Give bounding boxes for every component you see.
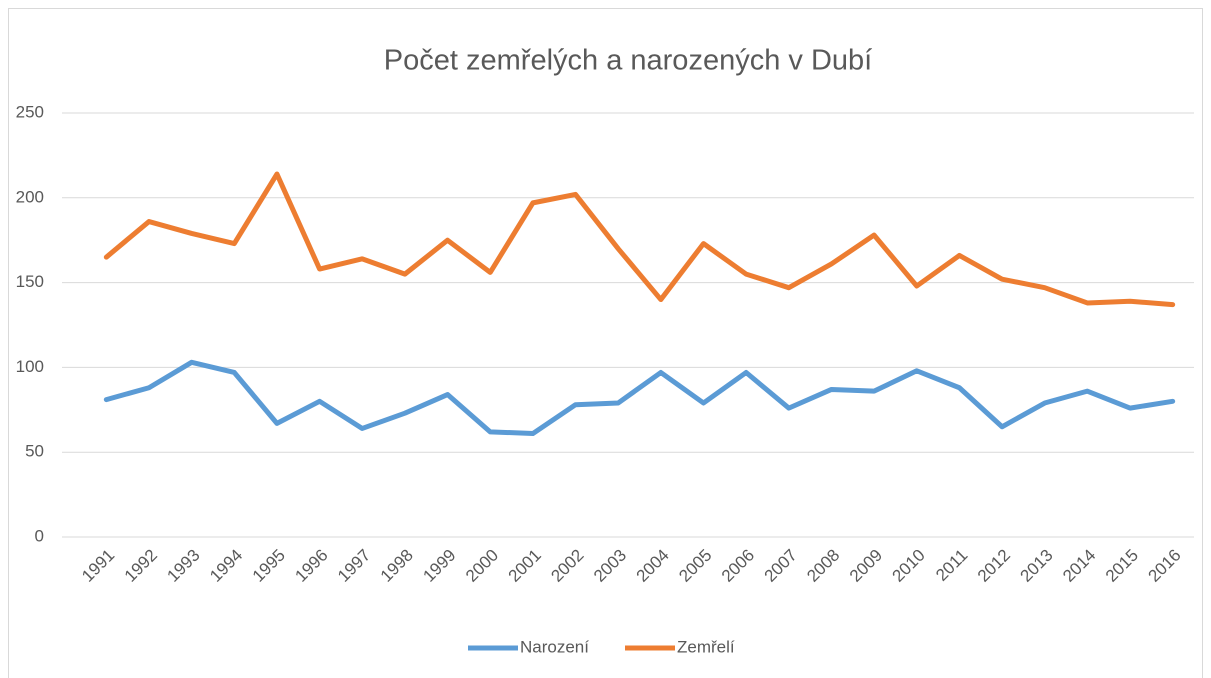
x-tick-label: 2006 (718, 546, 758, 586)
x-tick-label: 2012 (974, 546, 1014, 586)
legend-label: Zemřelí (677, 637, 735, 656)
x-tick-label: 2010 (889, 546, 929, 586)
y-tick-label: 250 (16, 102, 44, 121)
x-tick-label: 2007 (761, 546, 801, 586)
x-tick-label: 2000 (462, 546, 502, 586)
x-tick-label: 2005 (675, 546, 715, 586)
x-tick-label: 2002 (547, 546, 587, 586)
x-tick-label: 2001 (505, 546, 545, 586)
x-tick-label: 1998 (377, 546, 417, 586)
x-tick-label: 1996 (291, 546, 331, 586)
x-tick-label: 2011 (932, 546, 971, 585)
x-tick-label: 1992 (121, 546, 161, 586)
data-line (103, 359, 1176, 437)
data-line (103, 171, 1176, 308)
x-tick-label: 2003 (590, 546, 630, 586)
x-tick-label: 2013 (1017, 546, 1057, 586)
y-tick-label: 150 (16, 272, 44, 291)
x-tick-label: 1991 (78, 546, 118, 586)
chart-border (8, 8, 1203, 678)
y-tick-label: 200 (16, 187, 44, 206)
x-tick-label: 1993 (163, 546, 203, 586)
x-tick-label: 2014 (1059, 546, 1099, 586)
y-tick-label: 0 (35, 526, 44, 545)
x-tick-label: 1995 (249, 546, 289, 586)
x-tick-label: 2004 (633, 546, 673, 586)
x-tick-label: 2009 (846, 546, 886, 586)
x-tick-label: 2015 (1102, 546, 1142, 586)
y-tick-label: 100 (16, 357, 44, 376)
x-tick-label: 1999 (419, 546, 459, 586)
x-tick-label: 2016 (1144, 546, 1184, 586)
chart-title: Počet zemřelých a narozených v Dubí (384, 45, 872, 77)
legend-label: Narození (520, 637, 589, 656)
x-tick-label: 2008 (803, 546, 843, 586)
x-tick-label: 1997 (334, 546, 374, 586)
y-tick-label: 50 (25, 442, 44, 461)
x-tick-label: 1994 (206, 546, 246, 586)
